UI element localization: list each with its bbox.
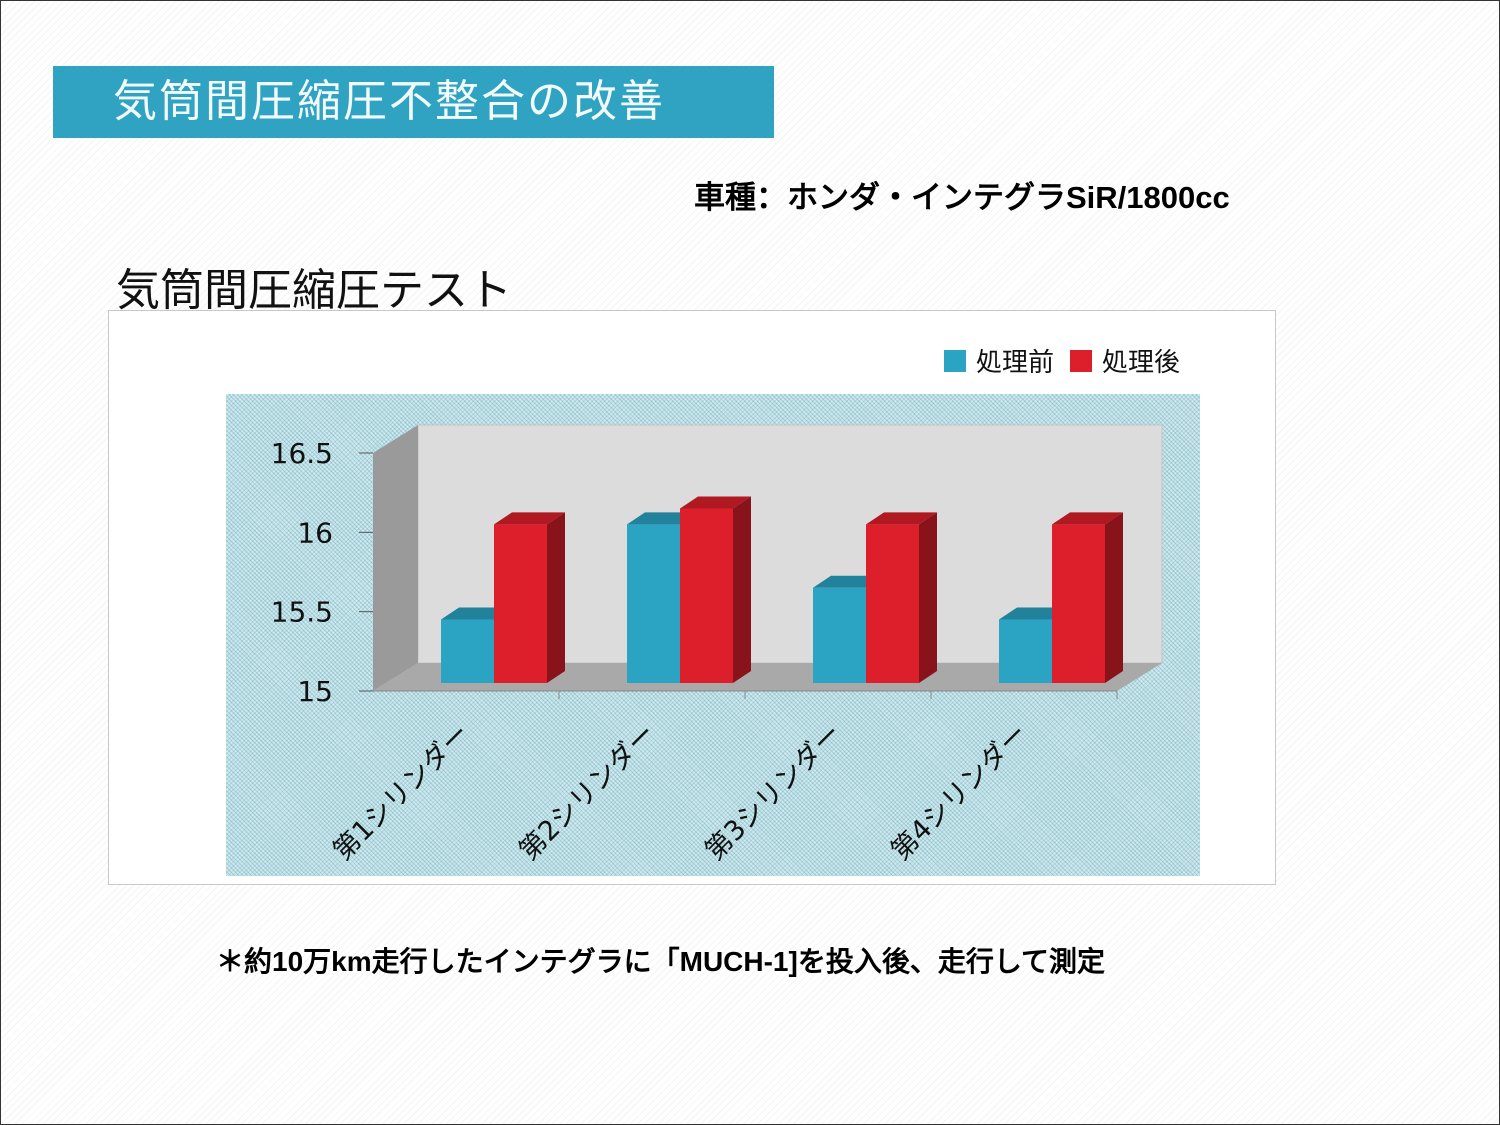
bar-front <box>494 524 547 683</box>
bar-front <box>441 619 494 683</box>
x-category-label: 第1シリンダー <box>327 718 476 867</box>
x-category-label: 第3シリンダー <box>699 718 848 867</box>
y-tick-label: 15 <box>297 675 333 708</box>
bar-front <box>866 524 919 683</box>
legend-swatch-after <box>1070 349 1093 372</box>
legend-swatch-before <box>944 349 966 372</box>
y-tick-label: 15.5 <box>271 596 333 629</box>
section-title: 気筒間圧縮圧テスト <box>116 265 512 316</box>
bar-front <box>999 619 1052 683</box>
bar-top <box>680 496 751 509</box>
x-category-label: 第4シリンダー <box>885 718 1034 867</box>
bar-top <box>1052 512 1123 525</box>
slide-title-banner: 気筒間圧縮圧不整合の改善 <box>53 66 774 138</box>
bar-front <box>627 524 680 683</box>
bar-side <box>919 512 937 683</box>
x-category-label: 第2シリンダー <box>513 718 662 867</box>
bar-front <box>1052 524 1105 683</box>
chart-floor <box>373 663 1162 691</box>
legend-item-before: 処理前 <box>944 342 1054 379</box>
vehicle-label: 車種：ホンダ・インテグラSiR/1800cc <box>694 180 1230 215</box>
legend-label-before: 処理前 <box>976 348 1055 378</box>
bar-front <box>813 587 866 683</box>
bar-side <box>1105 512 1123 683</box>
y-tick-label: 16 <box>297 516 333 549</box>
bar-top <box>866 512 937 525</box>
bar-side <box>733 496 751 683</box>
footnote: ＊約10万km走行したインテグラに「MUCH-1]を投入後、走行して測定 <box>216 946 1105 977</box>
legend-item-after: 処理後 <box>1070 342 1180 379</box>
bar-side <box>547 512 565 683</box>
chart-legend: 処理前 処理後 <box>944 342 1196 379</box>
bar-front <box>680 508 733 683</box>
y-tick-label: 16.5 <box>271 437 333 470</box>
chart-side-wall <box>373 425 418 691</box>
legend-label-after: 処理後 <box>1102 348 1181 378</box>
bar-top <box>494 512 565 525</box>
